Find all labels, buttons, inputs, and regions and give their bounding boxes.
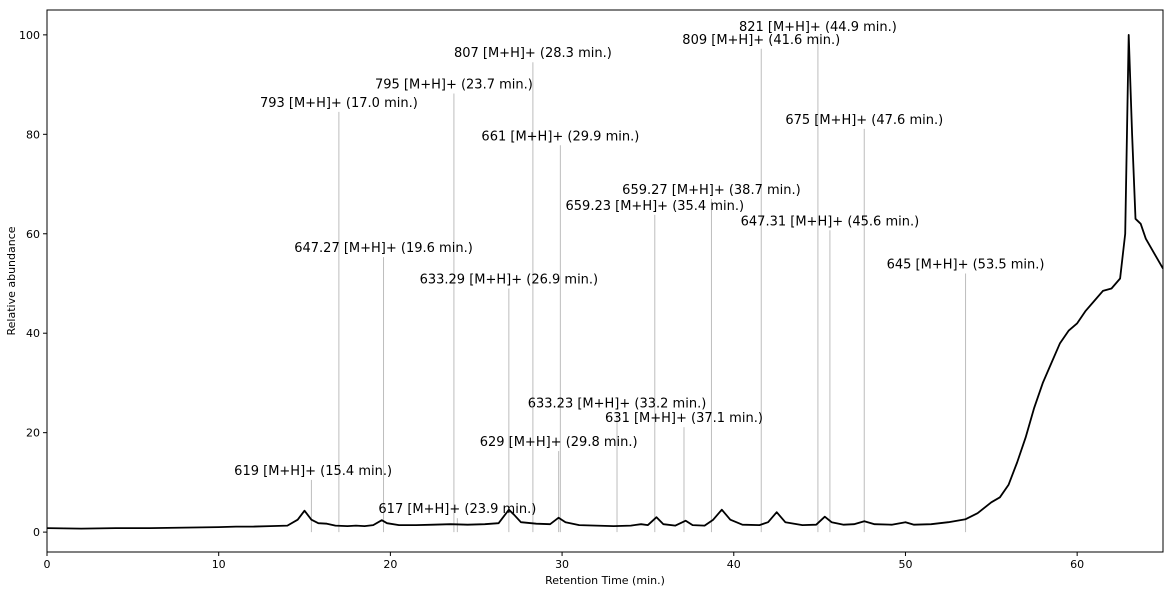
- peak-annotation: 659.23 [M+H]+ (35.4 min.): [566, 199, 745, 214]
- x-tick-label: 20: [383, 558, 397, 571]
- x-tick-label: 0: [44, 558, 51, 571]
- y-tick-label: 100: [19, 29, 40, 42]
- peak-annotation: 633.29 [M+H]+ (26.9 min.): [420, 272, 599, 287]
- peak-annotations: 619 [M+H]+ (15.4 min.) 793 [M+H]+ (17.0 m…: [234, 20, 1044, 517]
- peak-marker-lines: [310, 35, 967, 533]
- y-tick-label: 0: [33, 526, 40, 539]
- peak-annotation: 619 [M+H]+ (15.4 min.): [234, 464, 392, 479]
- peak-annotation: 809 [M+H]+ (41.6 min.): [682, 33, 840, 48]
- y-axis-label: Relative abundance: [5, 226, 18, 335]
- peak-annotation: 633.23 [M+H]+ (33.2 min.): [528, 396, 707, 411]
- peak-annotation: 807 [M+H]+ (28.3 min.): [454, 46, 612, 61]
- peak-annotation: 617 [M+H]+ (23.9 min.): [378, 502, 536, 517]
- y-tick-label: 20: [26, 427, 40, 440]
- peak-annotation: 821 [M+H]+ (44.9 min.): [739, 20, 897, 35]
- plot-frame: [46, 9, 1164, 553]
- y-tick-label: 40: [26, 327, 40, 340]
- peak-annotation: 795 [M+H]+ (23.7 min.): [375, 78, 533, 93]
- y-axis-ticks: 0 20 40 60 80 100: [19, 29, 47, 539]
- x-tick-label: 50: [898, 558, 912, 571]
- peak-annotation: 661 [M+H]+ (29.9 min.): [481, 129, 639, 144]
- peak-annotation: 631 [M+H]+ (37.1 min.): [605, 411, 763, 426]
- x-tick-label: 10: [212, 558, 226, 571]
- peak-annotation: 647.27 [M+H]+ (19.6 min.): [294, 241, 473, 256]
- x-axis-ticks: 0 10 20 30 40 50 60: [44, 552, 1084, 571]
- peak-annotation: 675 [M+H]+ (47.6 min.): [785, 113, 943, 128]
- y-tick-label: 80: [26, 128, 40, 141]
- x-tick-label: 60: [1070, 558, 1084, 571]
- peak-annotation: 793 [M+H]+ (17.0 min.): [260, 96, 418, 111]
- peak-annotation: 629 [M+H]+ (29.8 min.): [480, 435, 638, 450]
- peak-annotation: 647.31 [M+H]+ (45.6 min.): [741, 214, 920, 229]
- x-tick-label: 30: [555, 558, 569, 571]
- y-tick-label: 60: [26, 228, 40, 241]
- chromatogram-trace: [46, 34, 1164, 530]
- peak-annotation: 645 [M+H]+ (53.5 min.): [887, 258, 1045, 273]
- x-axis-label: Retention Time (min.): [545, 574, 665, 587]
- peak-annotation: 659.27 [M+H]+ (38.7 min.): [622, 183, 801, 198]
- x-tick-label: 40: [727, 558, 741, 571]
